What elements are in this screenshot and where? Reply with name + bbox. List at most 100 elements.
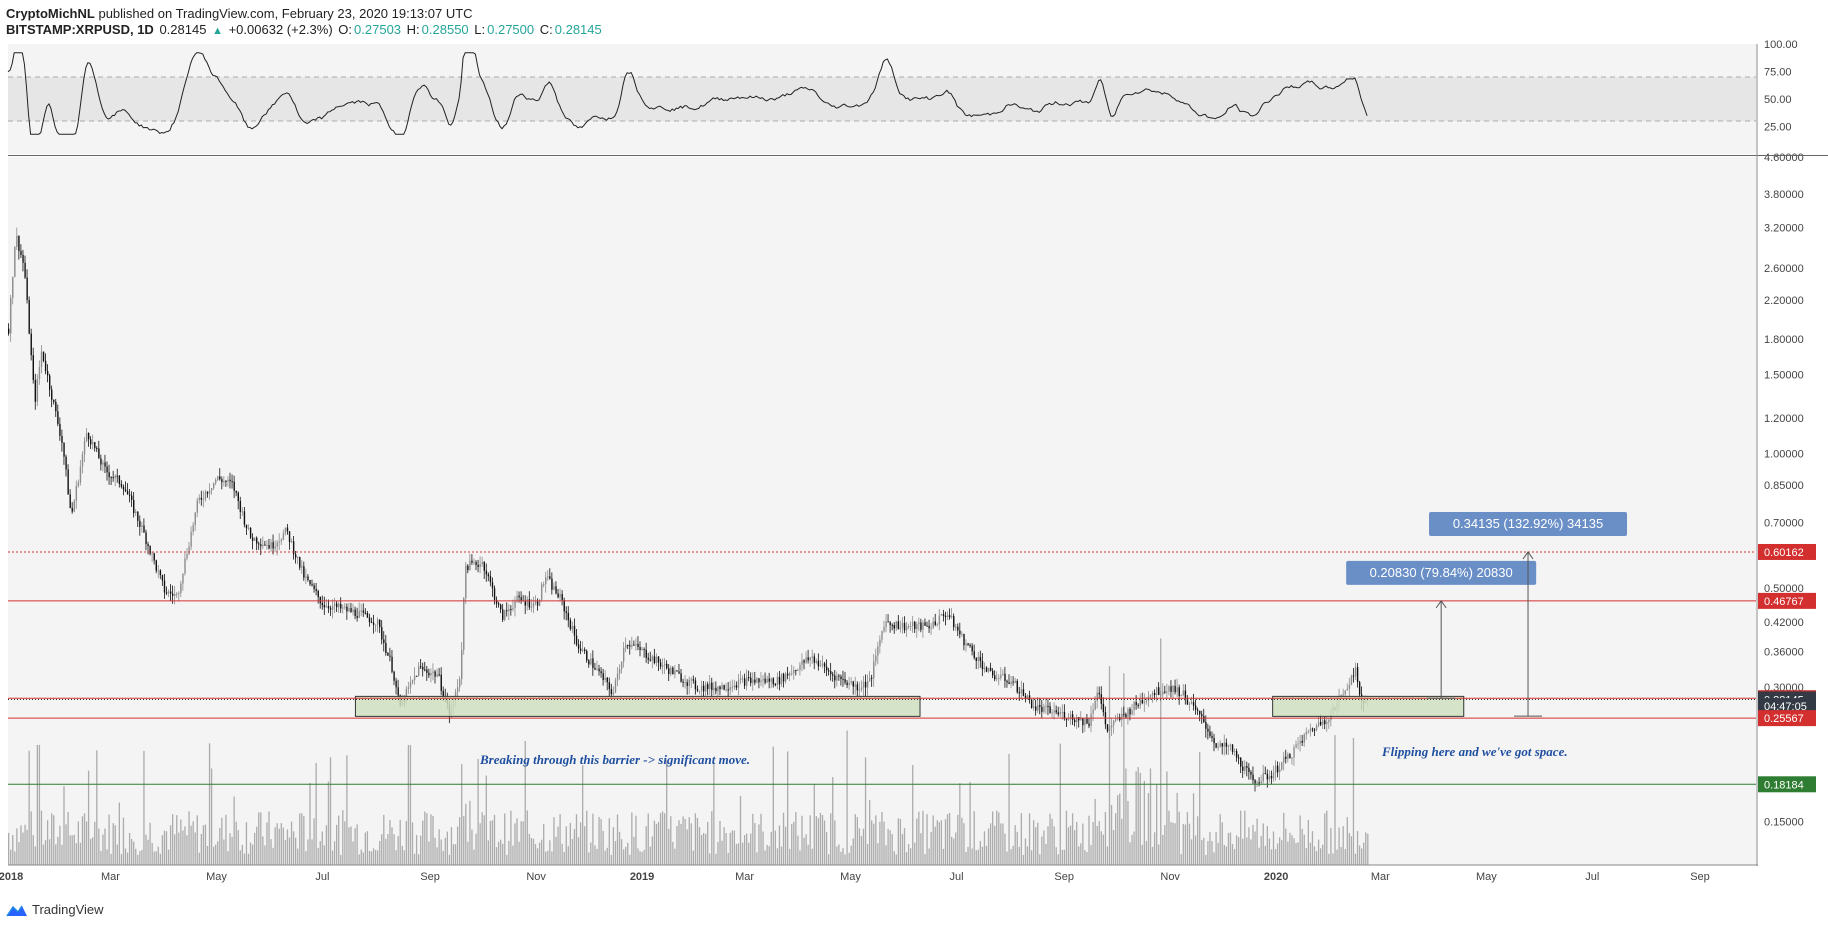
candle-body bbox=[274, 546, 276, 549]
volume-bar bbox=[1037, 822, 1039, 865]
annotation-breaking-barrier[interactable]: Breaking through this barrier -> signifi… bbox=[479, 752, 750, 767]
volume-bar bbox=[1137, 767, 1139, 865]
volume-bar bbox=[854, 814, 856, 865]
volume-bar bbox=[1061, 849, 1063, 865]
candle-body bbox=[1172, 685, 1174, 692]
volume-bar bbox=[731, 830, 733, 865]
time-tick-label: Mar bbox=[101, 871, 120, 883]
candle-body bbox=[1153, 693, 1156, 696]
measure-arrow-icon bbox=[1522, 551, 1534, 560]
volume-bar bbox=[325, 825, 328, 865]
volume-bar bbox=[725, 833, 727, 865]
volume-bar bbox=[563, 852, 565, 865]
volume-bar bbox=[666, 760, 668, 865]
volume-bar bbox=[1256, 818, 1258, 865]
volume-bar bbox=[1067, 827, 1070, 865]
volume-bar bbox=[1158, 844, 1160, 865]
volume-bar bbox=[63, 786, 65, 865]
volume-bar bbox=[819, 812, 822, 865]
support-zone-2[interactable] bbox=[1272, 695, 1465, 717]
candle-body bbox=[666, 663, 668, 669]
price-pane[interactable]: 0.20830 (79.84%) 20830 0.34135 (132.92%) … bbox=[8, 152, 1816, 865]
candle-body bbox=[153, 553, 155, 561]
candle-body bbox=[356, 616, 358, 618]
time-axis[interactable]: 2018 Mar May Jul Sep Nov 2019 Mar May Jul Sep Nov 20… bbox=[0, 871, 1710, 883]
volume-bar bbox=[55, 844, 57, 865]
candle-body bbox=[348, 608, 350, 612]
volume-bar bbox=[651, 836, 653, 865]
volume-bar bbox=[368, 850, 371, 865]
author-name[interactable]: CryptoMichNL bbox=[6, 6, 95, 21]
candle-body bbox=[631, 644, 633, 647]
volume-bar bbox=[401, 845, 403, 865]
candle-body bbox=[1049, 706, 1051, 713]
volume-bar bbox=[1233, 849, 1236, 865]
candle-body bbox=[1291, 757, 1293, 759]
price-tick-label: 0.36000 bbox=[1764, 647, 1804, 659]
volume-bar bbox=[760, 813, 762, 865]
volume-bar bbox=[1000, 823, 1002, 865]
volume-bar bbox=[782, 812, 785, 865]
candle-body bbox=[1213, 737, 1215, 744]
candle-body bbox=[442, 690, 444, 698]
candle-body bbox=[1086, 718, 1088, 724]
time-tick-label: Sep bbox=[1690, 871, 1710, 883]
candle-body bbox=[817, 660, 820, 667]
candle-body bbox=[1055, 710, 1057, 713]
candle-body bbox=[1197, 709, 1199, 711]
volume-bar bbox=[1320, 848, 1322, 865]
support-zone-1[interactable] bbox=[354, 695, 921, 717]
volume-bar bbox=[963, 823, 965, 865]
volume-bar bbox=[10, 849, 12, 865]
candle-body bbox=[686, 682, 688, 686]
volume-bar bbox=[128, 833, 131, 865]
brand-name[interactable]: TradingView bbox=[32, 902, 104, 917]
volume-bar bbox=[600, 818, 602, 865]
candle-body bbox=[655, 656, 658, 664]
volume-bar bbox=[623, 849, 625, 865]
candle-body bbox=[1069, 714, 1072, 720]
time-tick-label: Mar bbox=[735, 871, 754, 883]
volume-bar bbox=[776, 848, 779, 865]
candle-body bbox=[1274, 765, 1277, 773]
volume-bar bbox=[791, 823, 793, 865]
rsi-tick-label: 50.00 bbox=[1764, 94, 1792, 106]
volume-bar bbox=[811, 848, 813, 865]
annotation-flipping[interactable]: Flipping here and we've got space. bbox=[1381, 744, 1568, 759]
volume-bar bbox=[81, 816, 84, 865]
volume-bar bbox=[1315, 850, 1318, 865]
volume-bar bbox=[897, 818, 899, 865]
volume-bar bbox=[192, 821, 194, 865]
volume-bar bbox=[830, 813, 832, 865]
footer: TradingView bbox=[6, 902, 104, 917]
candle-body bbox=[616, 673, 619, 681]
volume-bar bbox=[625, 846, 627, 865]
candle-body bbox=[614, 680, 617, 693]
candle-body bbox=[670, 667, 672, 675]
candle-body bbox=[694, 680, 697, 690]
volume-bar bbox=[1080, 843, 1082, 865]
volume-bar bbox=[852, 838, 854, 865]
symbol-label[interactable]: BITSTAMP:XRPUSD, 1D bbox=[6, 22, 154, 37]
candle-body bbox=[454, 692, 457, 698]
candle-body bbox=[122, 486, 125, 490]
volume-bar bbox=[165, 831, 168, 865]
candle-body bbox=[1166, 691, 1168, 693]
volume-bar bbox=[475, 833, 477, 865]
volume-bar bbox=[1238, 837, 1240, 865]
volume-bar bbox=[411, 822, 414, 865]
volume-bar bbox=[459, 817, 461, 865]
candle-body bbox=[1317, 721, 1320, 726]
volume-bar bbox=[987, 828, 990, 865]
candle-body bbox=[260, 544, 262, 547]
candle-body bbox=[877, 646, 879, 656]
candle-body bbox=[760, 680, 762, 683]
candle-body bbox=[434, 671, 436, 677]
candle-body bbox=[1121, 713, 1123, 720]
volume-bar bbox=[1071, 813, 1074, 865]
tradingview-logo-icon[interactable] bbox=[6, 903, 28, 917]
volume-bar bbox=[889, 830, 891, 865]
candle-body bbox=[305, 576, 307, 578]
rsi-pane[interactable]: 100.00 75.00 50.00 25.00 bbox=[7, 39, 1798, 154]
